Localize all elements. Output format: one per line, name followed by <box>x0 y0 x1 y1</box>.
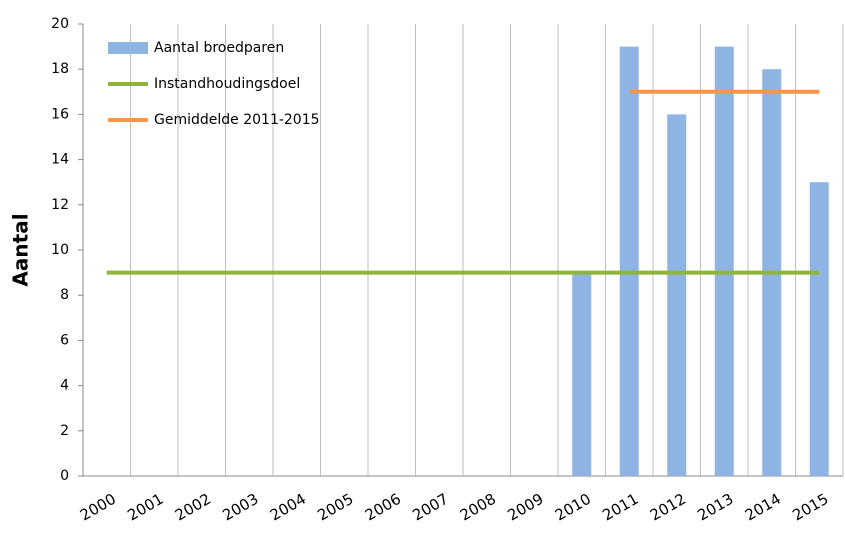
y-tick-label: 6 <box>60 332 69 348</box>
bar <box>667 114 687 477</box>
x-tick-label: 2004 <box>267 490 309 525</box>
x-tick-label: 2014 <box>742 490 784 525</box>
bar <box>714 46 734 476</box>
legend-label: Aantal broedparen <box>154 40 284 56</box>
x-tick-label: 2009 <box>504 490 546 525</box>
y-tick-label: 18 <box>51 61 69 77</box>
x-tick-label: 2002 <box>172 490 214 525</box>
x-tick-label: 2012 <box>647 490 689 525</box>
y-tick-label: 12 <box>51 197 69 213</box>
bar <box>619 46 639 476</box>
legend-label: Gemiddelde 2011-2015 <box>154 112 320 128</box>
y-tick-label: 14 <box>51 152 69 168</box>
y-tick-label: 2 <box>60 423 69 439</box>
x-tick-label: 2010 <box>552 490 594 525</box>
x-tick-label: 2000 <box>77 490 119 525</box>
y-tick-label: 8 <box>60 287 69 303</box>
x-tick-label: 2005 <box>314 490 356 525</box>
legend-label: Instandhoudingsdoel <box>154 76 300 92</box>
x-tick-label: 2003 <box>219 490 261 525</box>
x-tick-label: 2007 <box>409 490 451 525</box>
x-tick-label: 2015 <box>789 490 831 525</box>
y-axis-label: Aantal <box>9 213 33 286</box>
y-tick-label: 16 <box>51 106 69 122</box>
x-tick-label: 2001 <box>124 490 166 525</box>
legend-swatch <box>108 42 148 54</box>
x-tick-label: 2008 <box>457 490 499 525</box>
x-tick-label: 2006 <box>362 490 404 525</box>
x-tick-label: 2013 <box>694 490 736 525</box>
y-tick-label: 20 <box>51 16 69 32</box>
bar <box>809 182 829 476</box>
y-tick-label: 10 <box>51 242 69 258</box>
y-tick-label: 0 <box>60 468 69 484</box>
x-tick-label: 2011 <box>599 490 641 525</box>
bar <box>572 272 592 476</box>
y-tick-label: 4 <box>60 378 69 394</box>
